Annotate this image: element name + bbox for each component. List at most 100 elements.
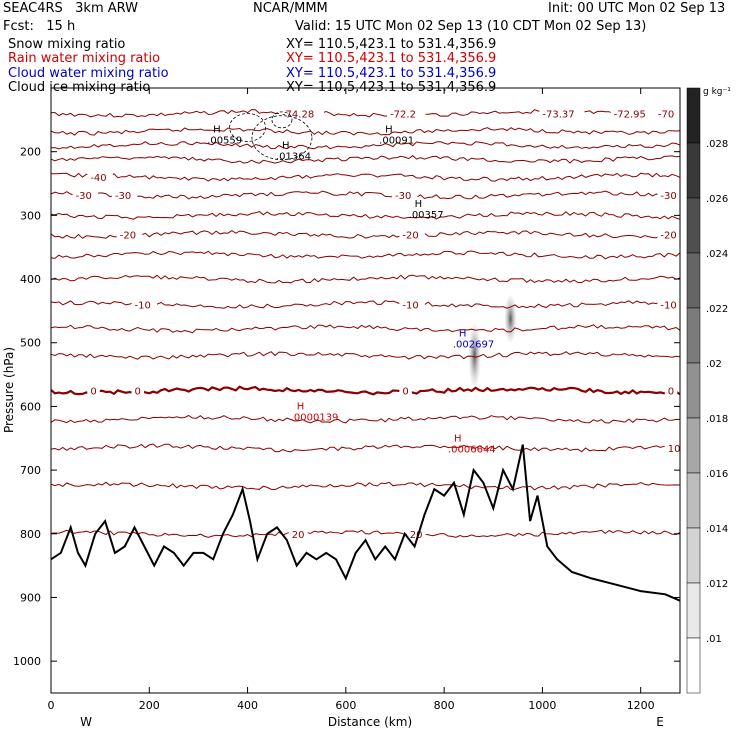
- temp-contour-16: [50, 481, 681, 491]
- temp-label: 10: [668, 444, 681, 455]
- field-name-snow: Snow mixing ratio: [8, 37, 126, 52]
- colorbar-segment: [686, 527, 701, 584]
- temp-label: -10: [660, 301, 676, 312]
- colorbar-tick-label: .028: [706, 139, 728, 150]
- header-valid: Valid: 15 UTC Mon 02 Sep 13 (10 CDT Mon …: [295, 19, 647, 34]
- temp-label: 0: [402, 387, 408, 398]
- x-tick-label: 800: [434, 699, 455, 712]
- temp-label-bg: [399, 298, 425, 311]
- temp-label-bg: [131, 298, 158, 311]
- cloud-water-shading: [468, 294, 517, 388]
- colorbar-tick-label: .016: [706, 469, 728, 480]
- temperature-contours: -74.28 -72.2 -73.37 -72.95 -70 -40 -30 -30 -30 -3…: [50, 107, 684, 541]
- max-label-h: H: [297, 402, 305, 413]
- temp-label: -73.37: [542, 109, 574, 120]
- temp-label: -20: [120, 230, 136, 241]
- colorbar-tick-label: .022: [706, 304, 728, 315]
- x-axis-label: Distance (km): [328, 715, 412, 729]
- colorbar-tick-label: .018: [706, 414, 728, 425]
- max-label-h: H: [385, 125, 393, 136]
- colorbar-segment: [686, 472, 701, 529]
- colorbar-segment: [686, 362, 701, 419]
- temp-contour-7: [50, 230, 681, 239]
- temp-label: -20: [660, 230, 676, 241]
- colorbar-segment: [686, 582, 701, 639]
- east-label: E: [656, 715, 664, 729]
- temp-contour-12: [50, 351, 681, 360]
- ice-contour-1: [229, 113, 266, 142]
- temp-label: 20: [292, 530, 305, 541]
- max-value: .002697: [453, 339, 494, 350]
- colorbar: .01 .012 .014 .016 .018 .02 .022 .024 .026 .028: [686, 87, 728, 694]
- temp-contour-5: [50, 190, 681, 200]
- terrain-polyline: [50, 444, 681, 602]
- temp-contour-17: [50, 529, 681, 538]
- max-label-h: H: [454, 433, 462, 444]
- max-label-h: H: [282, 141, 290, 152]
- temp-label: 0: [668, 387, 674, 398]
- temp-contour-3: [50, 155, 681, 164]
- temp-label: -70: [658, 109, 674, 120]
- temp-contour-0: [50, 109, 681, 119]
- temp-label-bg: [657, 188, 683, 201]
- temp-label-bg: [131, 384, 145, 397]
- temp-contour-15: [50, 443, 681, 453]
- temp-label-bg: [72, 188, 99, 201]
- cloud-water-shade-0: [468, 323, 481, 388]
- x-tick-label: 0: [48, 699, 55, 712]
- temp-label: -10: [402, 301, 418, 312]
- x-tick-label: 600: [335, 699, 356, 712]
- header-init: Init: 00 UTC Mon 02 Sep 13: [548, 1, 726, 16]
- temp-label: -30: [660, 191, 676, 202]
- ice-contour-2: [271, 111, 293, 129]
- axes: 0 200 400 600 800 1000 12002003004005006007008…: [13, 88, 680, 712]
- temp-contour-8: [50, 250, 681, 260]
- annotations: H.00559 H.01364H.00091H.00357H.002697H.00…: [207, 125, 496, 456]
- colorbar-tick-label: .014: [706, 524, 728, 535]
- temp-contour-13: [50, 385, 681, 396]
- temp-label: -40: [90, 173, 106, 184]
- max-label-h: H: [213, 125, 221, 136]
- ice-contours: [229, 111, 313, 161]
- temp-label-bg: [664, 384, 678, 397]
- x-tick-label: 400: [237, 699, 258, 712]
- terrain-line: [50, 444, 681, 602]
- max-value: .00357: [409, 210, 444, 221]
- temp-label-bg: [399, 228, 425, 241]
- ice-contour-0: [251, 115, 313, 161]
- temp-label: -30: [76, 191, 92, 202]
- colorbar-segment: [686, 307, 701, 364]
- colorbar-unit: g kg⁻¹: [703, 87, 731, 97]
- temp-label-bg: [657, 298, 683, 311]
- max-label-h: H: [415, 199, 423, 210]
- y-tick-label: 500: [20, 337, 41, 350]
- y-tick-label: 1000: [13, 655, 41, 668]
- temp-label-bg: [111, 188, 138, 201]
- field-name-rain: Rain water mixing ratio: [8, 51, 161, 66]
- max-value: .0000139: [291, 413, 339, 424]
- y-tick-label: 800: [20, 528, 41, 541]
- temp-label-bg: [406, 527, 426, 540]
- temp-contour-4: [51, 172, 681, 182]
- y-axis-label: Pressure (hPa): [2, 347, 16, 433]
- temp-label-bg: [87, 384, 100, 397]
- temp-contour-11: [50, 324, 681, 334]
- temp-label: -72.2: [390, 109, 416, 120]
- field-xy-cloud: XY= 110.5,423.1 to 531.4,356.9: [286, 66, 497, 81]
- colorbar-segment: [686, 417, 701, 474]
- temp-label-bg: [610, 107, 656, 120]
- colorbar-segment: [686, 87, 701, 144]
- y-tick-label: 700: [20, 464, 41, 477]
- colorbar-segment: [686, 637, 701, 694]
- temp-contour-6: [50, 211, 681, 220]
- y-tick-label: 300: [20, 209, 41, 222]
- y-tick-label: 900: [20, 591, 41, 604]
- y-tick-label: 400: [20, 273, 41, 286]
- header-fcst: Fcst: 15 h: [3, 19, 76, 34]
- colorbar-tick-label: .02: [706, 359, 722, 370]
- plot-frame: [50, 87, 681, 694]
- west-label: W: [80, 715, 92, 729]
- x-tick-label: 1000: [528, 699, 556, 712]
- temp-label-bg: [654, 107, 681, 120]
